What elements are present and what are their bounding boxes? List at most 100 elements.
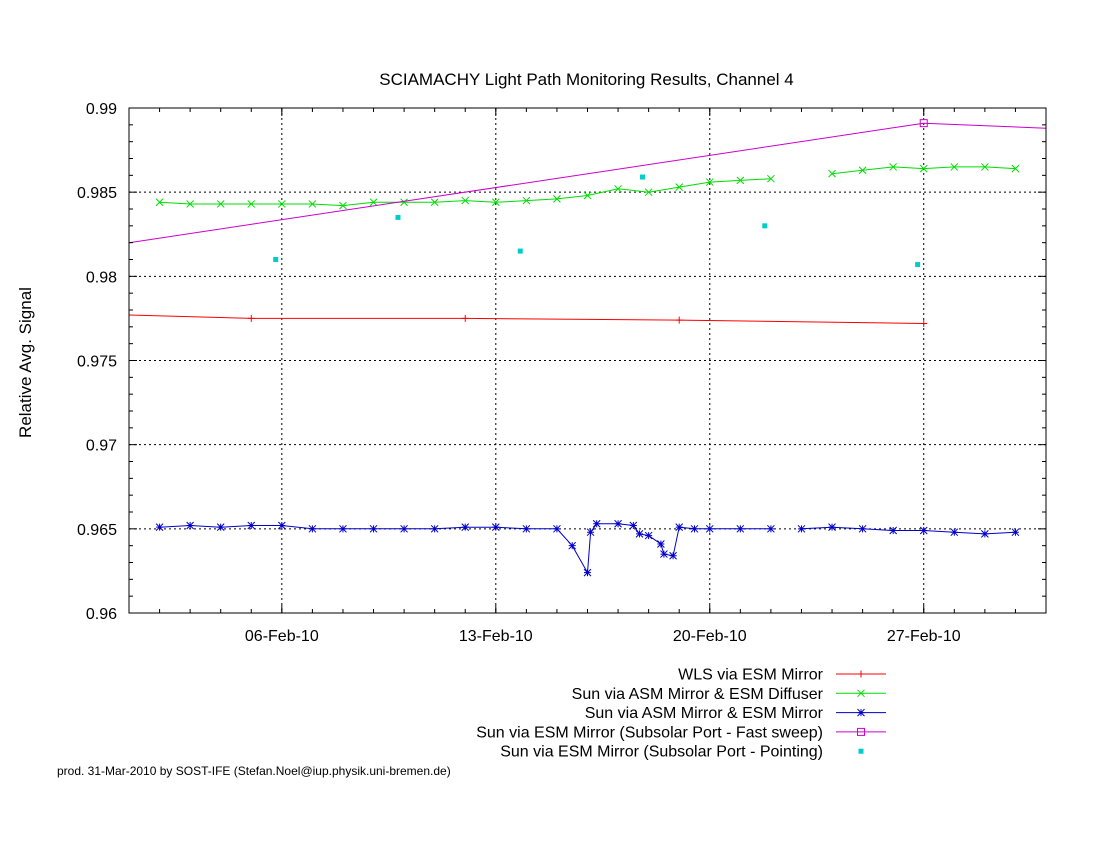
data-point (981, 163, 989, 171)
chart-title: SCIAMACHY Light Path Monitoring Results,… (379, 70, 794, 89)
data-point (919, 164, 928, 173)
data-point (675, 316, 683, 324)
data-point (247, 521, 256, 530)
data-point (491, 198, 500, 207)
data-point (553, 524, 561, 533)
data-point (277, 521, 286, 530)
data-point (586, 528, 595, 537)
data-point (644, 531, 653, 540)
legend-sample-4 (858, 748, 864, 754)
series-line (159, 523, 771, 575)
data-point (797, 524, 806, 533)
data-point (644, 188, 653, 197)
data-point (675, 523, 684, 532)
data-point (950, 163, 959, 171)
data-point (522, 524, 531, 533)
data-point (767, 174, 775, 183)
series-line (129, 314, 924, 324)
data-point (705, 178, 714, 186)
series-4 (273, 174, 921, 268)
data-point (629, 521, 638, 530)
series-layer (129, 119, 1046, 577)
data-point (858, 166, 867, 175)
data-point (369, 198, 378, 207)
legend-marker (857, 727, 865, 736)
x-tick-label: 20-Feb-10 (673, 628, 747, 645)
legend-marker (857, 670, 865, 678)
data-point (828, 169, 836, 178)
data-point (1011, 164, 1020, 173)
footer-credit: prod. 31-Mar-2010 by SOST-IFE (Stefan.No… (57, 764, 451, 778)
data-point (491, 523, 500, 532)
legend-marker (857, 689, 865, 698)
series-3 (129, 119, 1046, 244)
data-point (657, 540, 665, 548)
data-point (216, 200, 225, 208)
data-point (705, 524, 714, 533)
legend-sample-3 (836, 727, 886, 736)
data-point (919, 119, 928, 128)
data-point (919, 526, 928, 535)
data-point (308, 200, 317, 208)
plot-frame (128, 107, 1047, 614)
data-point (522, 196, 531, 205)
data-point (635, 530, 644, 538)
legend-label-1: Sun via ASM Mirror & ESM Diffuser (572, 686, 824, 703)
legend-label-0: WLS via ESM Mirror (678, 667, 824, 684)
legend-sample-1 (836, 689, 886, 698)
data-point (675, 183, 684, 191)
data-point (767, 524, 775, 533)
legend: WLS via ESM Mirror Sun via ASM Mirror & E… (476, 667, 886, 761)
data-point (950, 528, 959, 537)
grid (129, 108, 1046, 613)
data-point (915, 262, 921, 268)
y-tick-label: 0.985 (77, 185, 117, 202)
data-point (592, 519, 601, 528)
x-tick-label: 06-Feb-10 (245, 628, 319, 645)
data-point (889, 163, 898, 171)
y-axis-label: Relative Avg. Signal (16, 287, 35, 438)
data-point (583, 568, 592, 577)
y-tick-label: 0.96 (86, 606, 117, 623)
data-point (247, 200, 256, 208)
data-point (889, 526, 898, 535)
data-point (690, 524, 699, 533)
data-point (400, 198, 408, 207)
data-point (614, 519, 622, 528)
legend-label-4: Sun via ESM Mirror (Subsolar Port - Poin… (500, 744, 823, 761)
data-point (308, 524, 317, 533)
data-point (400, 524, 408, 533)
data-point (155, 523, 164, 532)
data-point (186, 521, 194, 530)
y-tick-label: 0.97 (86, 438, 117, 455)
data-point (920, 319, 928, 327)
data-point (461, 196, 470, 205)
data-point (669, 551, 677, 560)
data-point (155, 198, 164, 207)
series-line (129, 122, 1046, 244)
series-line (801, 526, 1016, 535)
y-tick-label: 0.975 (77, 354, 117, 371)
data-point (430, 524, 439, 533)
data-point (640, 174, 646, 180)
data-point (369, 524, 378, 533)
data-point (660, 550, 668, 558)
data-point (277, 200, 286, 208)
series-2 (155, 519, 1020, 577)
series-1 (155, 163, 1020, 210)
data-point (736, 176, 745, 185)
data-point (614, 184, 622, 193)
legend-marker (857, 708, 865, 717)
data-point (216, 523, 225, 532)
data-point (430, 198, 439, 207)
data-point (339, 201, 347, 210)
data-point (186, 200, 194, 208)
data-point (273, 257, 279, 262)
legend-label-2: Sun via ASM Mirror & ESM Mirror (585, 705, 824, 722)
series-0 (129, 314, 928, 327)
y-tick-label: 0.965 (77, 522, 117, 539)
data-point (517, 248, 523, 254)
data-point (828, 523, 836, 532)
data-point (339, 524, 347, 533)
